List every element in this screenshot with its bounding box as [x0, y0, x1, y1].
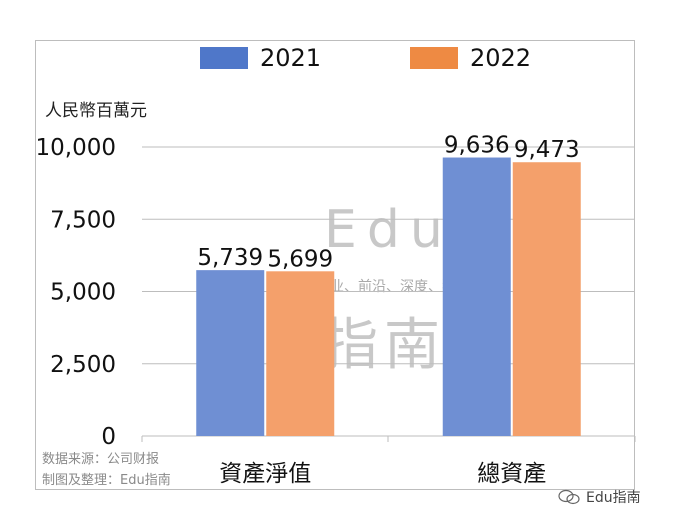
data-label: 5,699 [267, 246, 333, 272]
chart-frame [35, 40, 635, 490]
data-label: 9,473 [514, 137, 580, 163]
y-tick-label: 7,500 [50, 207, 116, 233]
y-tick-label: 0 [101, 424, 116, 450]
legend-label-2021: 2021 [260, 44, 322, 72]
bar-2021 [442, 157, 511, 436]
bar-2022 [266, 271, 335, 436]
y-tick-label: 2,500 [50, 352, 116, 378]
source-line-1: 数据来源：公司财报 [42, 452, 160, 467]
y-axis-unit-label: 人民幣百萬元 [45, 101, 147, 121]
legend-item-2021: 2021 [200, 44, 321, 72]
brand-badge: Edu指南 [558, 487, 641, 507]
y-tick-label: 5,000 [50, 280, 116, 306]
category-label: 總資產 [477, 461, 546, 487]
legend-item-2022: 2022 [410, 44, 531, 72]
bar-2022 [512, 162, 581, 437]
wechat-icon [558, 489, 580, 505]
legend-swatch-2021 [200, 47, 248, 69]
category-label: 資產淨值 [219, 461, 311, 487]
legend-swatch-2022 [410, 47, 458, 69]
y-tick-label: 10,000 [36, 135, 116, 161]
data-label: 9,636 [444, 133, 510, 159]
data-label: 5,739 [197, 245, 263, 271]
legend-label-2022: 2022 [470, 44, 532, 72]
source-line-2: 制图及整理：Edu指南 [42, 473, 171, 488]
bar-2021 [196, 270, 265, 436]
brand-name: Edu指南 [586, 490, 641, 506]
